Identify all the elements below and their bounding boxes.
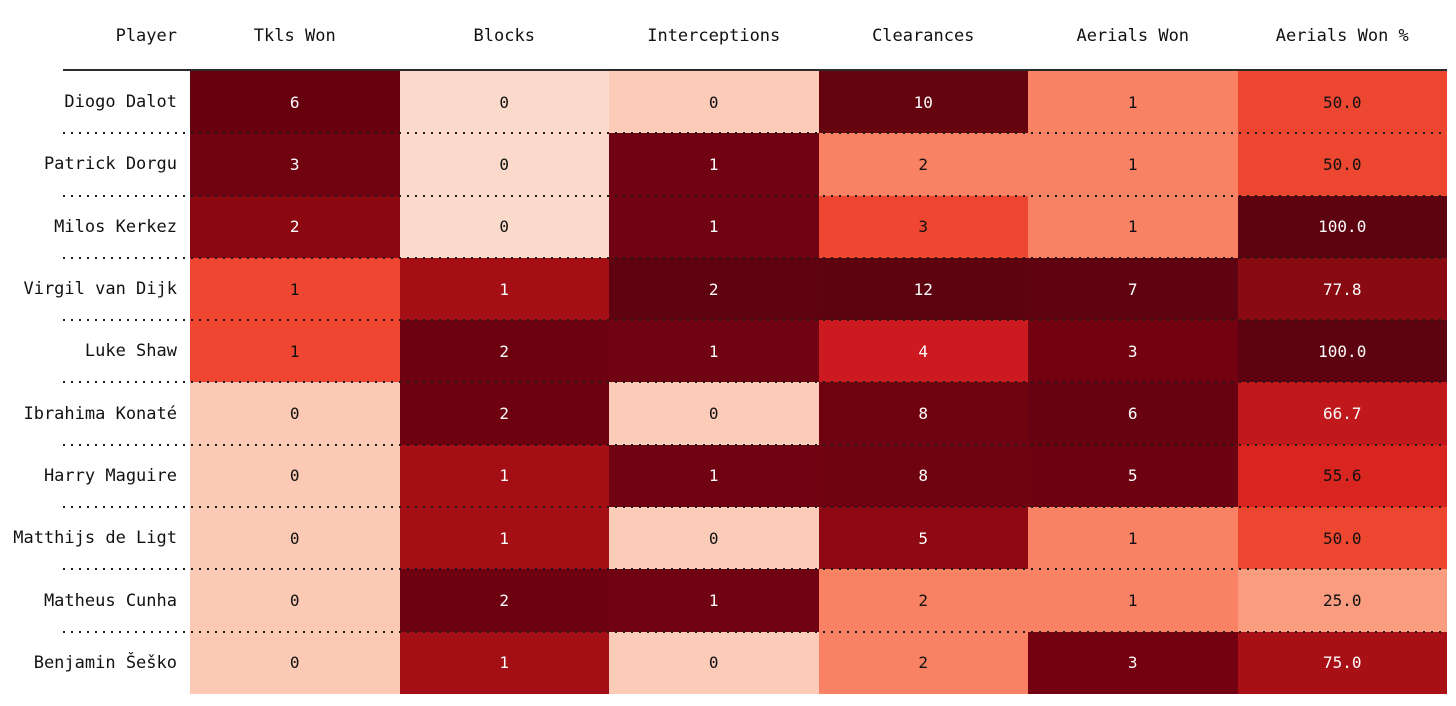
stat-cell-aerials-won: 5 [1028, 444, 1238, 508]
stat-cell-clearances: 2 [818, 631, 1028, 694]
stat-cell-aerials-won: 1 [1028, 133, 1238, 196]
column-header-player: Player [115, 25, 177, 46]
stat-cell-clearances: 8 [818, 382, 1028, 445]
stat-cell-clearances: 12 [818, 257, 1028, 321]
stat-cell-aerials-won-pct: 77.8 [1237, 257, 1447, 321]
stat-cell-interceptions: 0 [609, 631, 819, 694]
column-header-blocks: Blocks [473, 25, 535, 46]
column-header-clearances: Clearances [872, 25, 975, 46]
column-header-interceptions: Interceptions [647, 25, 781, 46]
player-name: Diogo Dalot [0, 71, 190, 134]
table-body: Diogo Dalot 6 0 0 10 1 50.0 Patrick Dorgu 3 0 1 2 1 5… [0, 71, 1447, 694]
stat-cell-blocks: 0 [399, 133, 609, 196]
table-row: Benjamin Šeško 0 1 0 2 3 75.0 [0, 630, 1447, 694]
stat-cell-interceptions: 1 [609, 133, 819, 196]
table-header-row: Player Tkls Won Blocks Interceptions Cle… [0, 0, 1447, 71]
stat-cell-aerials-won-pct: 75.0 [1237, 631, 1447, 694]
stat-cell-blocks: 1 [399, 631, 609, 694]
player-name: Harry Maguire [0, 444, 190, 508]
player-name: Virgil van Dijk [0, 257, 190, 321]
stat-cell-tkls-won: 3 [190, 133, 400, 196]
stat-cell-aerials-won: 1 [1028, 71, 1238, 134]
stat-cell-clearances: 2 [818, 569, 1028, 632]
table-row: Matheus Cunha 0 2 1 2 1 25.0 [0, 568, 1447, 632]
column-header-tkls-won: Tkls Won [253, 25, 336, 46]
stat-cell-tkls-won: 0 [190, 631, 400, 694]
stat-cell-tkls-won: 0 [190, 507, 400, 570]
stat-cell-blocks: 2 [399, 320, 609, 383]
stat-cell-aerials-won-pct: 50.0 [1237, 133, 1447, 196]
stat-cell-aerials-won: 1 [1028, 507, 1238, 570]
stat-cell-interceptions: 1 [609, 444, 819, 508]
stat-cell-tkls-won: 1 [190, 257, 400, 321]
stat-cell-aerials-won: 6 [1028, 382, 1238, 445]
stat-cell-interceptions: 2 [609, 257, 819, 321]
player-name: Matthijs de Ligt [0, 507, 190, 570]
header-rule [63, 69, 1447, 71]
stat-cell-blocks: 1 [399, 444, 609, 508]
table-row: Luke Shaw 1 2 1 4 3 100.0 [0, 319, 1447, 383]
table-row: Milos Kerkez 2 0 1 3 1 100.0 [0, 194, 1447, 258]
stat-cell-tkls-won: 0 [190, 382, 400, 445]
stat-cell-aerials-won: 3 [1028, 320, 1238, 383]
defensive-stats-heatmap-table: Player Tkls Won Blocks Interceptions Cle… [0, 0, 1447, 694]
stat-cell-clearances: 4 [818, 320, 1028, 383]
table-row: Ibrahima Konaté 0 2 0 8 6 66.7 [0, 381, 1447, 445]
stat-cell-aerials-won-pct: 100.0 [1237, 320, 1447, 383]
stat-cell-clearances: 5 [818, 507, 1028, 570]
stat-cell-interceptions: 0 [609, 382, 819, 445]
stat-cell-aerials-won-pct: 55.6 [1237, 444, 1447, 508]
stat-cell-aerials-won: 1 [1028, 195, 1238, 258]
stat-cell-interceptions: 0 [609, 507, 819, 570]
stat-cell-blocks: 1 [399, 507, 609, 570]
player-name: Milos Kerkez [0, 195, 190, 258]
player-name: Ibrahima Konaté [0, 382, 190, 445]
table-row: Diogo Dalot 6 0 0 10 1 50.0 [0, 71, 1447, 134]
column-header-aerials-won-pct: Aerials Won % [1275, 25, 1409, 46]
stat-cell-interceptions: 1 [609, 569, 819, 632]
stat-cell-blocks: 0 [399, 71, 609, 134]
stat-cell-aerials-won-pct: 100.0 [1237, 195, 1447, 258]
player-name: Benjamin Šeško [0, 631, 190, 694]
stat-cell-blocks: 2 [399, 569, 609, 632]
stat-cell-tkls-won: 0 [190, 444, 400, 508]
stat-cell-blocks: 2 [399, 382, 609, 445]
stat-cell-clearances: 10 [818, 71, 1028, 134]
stat-cell-aerials-won-pct: 50.0 [1237, 71, 1447, 134]
table-row: Harry Maguire 0 1 1 8 5 55.6 [0, 443, 1447, 508]
stat-cell-tkls-won: 2 [190, 195, 400, 258]
stat-cell-blocks: 0 [399, 195, 609, 258]
stat-cell-tkls-won: 6 [190, 71, 400, 134]
player-name: Luke Shaw [0, 320, 190, 383]
stat-cell-clearances: 8 [818, 444, 1028, 508]
player-name: Patrick Dorgu [0, 133, 190, 196]
stat-cell-tkls-won: 0 [190, 569, 400, 632]
column-header-aerials-won: Aerials Won [1076, 25, 1190, 46]
stat-cell-aerials-won: 7 [1028, 257, 1238, 321]
stat-cell-blocks: 1 [399, 257, 609, 321]
stat-cell-interceptions: 0 [609, 71, 819, 134]
stat-cell-interceptions: 1 [609, 195, 819, 258]
stat-cell-aerials-won-pct: 66.7 [1237, 382, 1447, 445]
stat-cell-clearances: 3 [818, 195, 1028, 258]
stat-cell-clearances: 2 [818, 133, 1028, 196]
stat-cell-tkls-won: 1 [190, 320, 400, 383]
table-row: Virgil van Dijk 1 1 2 12 7 77.8 [0, 256, 1447, 321]
stat-cell-interceptions: 1 [609, 320, 819, 383]
stat-cell-aerials-won-pct: 50.0 [1237, 507, 1447, 570]
stat-cell-aerials-won-pct: 25.0 [1237, 569, 1447, 632]
stat-cell-aerials-won: 1 [1028, 569, 1238, 632]
stat-cell-aerials-won: 3 [1028, 631, 1238, 694]
player-name: Matheus Cunha [0, 569, 190, 632]
table-row: Matthijs de Ligt 0 1 0 5 1 50.0 [0, 506, 1447, 570]
table-row: Patrick Dorgu 3 0 1 2 1 50.0 [0, 132, 1447, 196]
